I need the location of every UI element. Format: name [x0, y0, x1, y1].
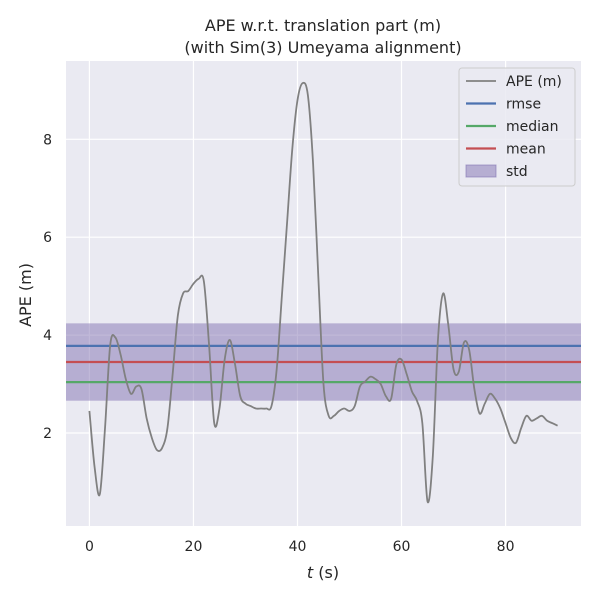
- x-axis-label-symbol: t: [307, 563, 314, 582]
- y-tick-label: 8: [43, 132, 52, 148]
- legend: APE (m) rmse median mean std: [458, 67, 576, 187]
- x-axis-label: t (s): [307, 563, 339, 582]
- y-tick-label: 2: [43, 426, 52, 442]
- legend-label: std: [506, 164, 528, 180]
- legend-label: rmse: [506, 97, 541, 113]
- chart-subtitle: (with Sim(3) Umeyama alignment): [184, 38, 461, 57]
- x-axis-label-unit: (s): [313, 563, 339, 582]
- x-tick-label: 20: [185, 539, 203, 555]
- x-tick-label: 40: [289, 539, 307, 555]
- x-tick-labels: 0 20 40 60 80: [85, 539, 515, 555]
- y-tick-label: 6: [43, 230, 52, 246]
- legend-box: [458, 67, 576, 187]
- legend-label: mean: [506, 142, 546, 158]
- chart-title: APE w.r.t. translation part (m): [205, 16, 441, 35]
- legend-swatch-std: [465, 164, 497, 178]
- y-tick-labels: 2 4 6 8: [43, 132, 52, 442]
- y-tick-label: 4: [43, 328, 52, 344]
- x-tick-label: 60: [393, 539, 411, 555]
- y-axis-label: APE (m): [16, 263, 35, 327]
- x-tick-label: 0: [85, 539, 94, 555]
- legend-label: APE (m): [506, 74, 562, 90]
- ape-series-line: [88, 81, 558, 504]
- legend-label: median: [506, 119, 558, 135]
- x-tick-label: 80: [497, 539, 515, 555]
- ape-series-layer: [88, 81, 558, 504]
